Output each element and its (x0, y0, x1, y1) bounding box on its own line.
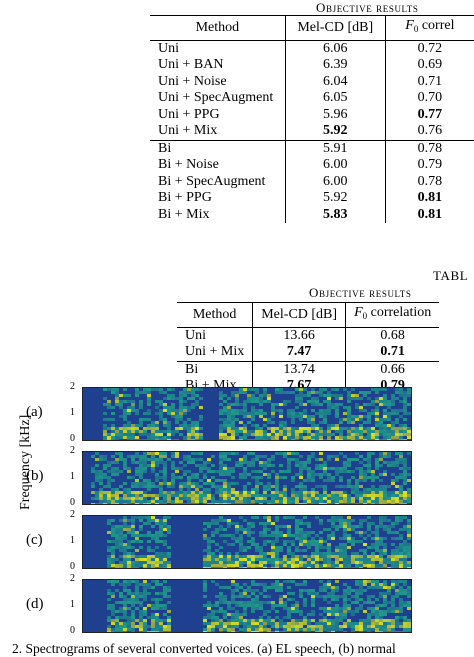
table-row: Bi + Mix 5.83 0.81 (150, 206, 474, 223)
tick-label: 1 (70, 599, 75, 610)
header-melcd: Mel-CD [dB] (284, 15, 386, 40)
cell-f0: 0.71 (345, 344, 440, 361)
figure-y-axis-label: Frequency [kHz] (18, 414, 33, 510)
cell-f0: 0.81 (384, 190, 474, 207)
cell-f0: 0.71 (384, 73, 474, 90)
header-f0-text: F0 correlation (354, 305, 432, 321)
cell-melcd: 5.92 (284, 123, 386, 140)
cell-f0: 0.78 (384, 173, 474, 190)
header-method: Method (192, 306, 237, 322)
table-row: Bi + Noise 6.00 0.79 (150, 157, 474, 174)
table2-caption: Objective results (309, 285, 412, 300)
cell-f0: 0.69 (384, 57, 474, 74)
cell-method: Bi + PPG (158, 190, 212, 205)
table-row: Uni + Noise 6.04 0.71 (150, 73, 474, 90)
results-table-2: Method Mel-CD [dB] F0 correlation Uni 13.… (177, 302, 440, 395)
cell-f0: 0.76 (384, 123, 474, 140)
cell-method: Uni (185, 327, 206, 343)
tick-label: 0 (70, 497, 75, 508)
panel-label: (b) (26, 468, 44, 484)
table-row: Uni + Mix 7.47 0.71 (177, 344, 440, 361)
cell-f0: 0.68 (345, 327, 440, 344)
header-f0-text: F0 correl (405, 18, 455, 34)
tick-label: 0 (70, 561, 75, 572)
cell-f0: 0.70 (384, 90, 474, 107)
cell-f0: 0.77 (384, 106, 474, 123)
table-row: Uni 13.66 0.68 (177, 327, 440, 344)
table-row: Uni + Mix 5.92 0.76 (150, 123, 474, 140)
tick-label: 2 (70, 573, 75, 584)
cell-f0: 0.79 (384, 157, 474, 174)
table2-label: TABL (433, 268, 469, 283)
cell-melcd: 5.91 (284, 140, 386, 157)
tick-label: 1 (70, 407, 75, 418)
cell-melcd: 6.00 (284, 157, 386, 174)
spectrogram-image (82, 387, 412, 441)
cell-melcd: 6.04 (284, 73, 386, 90)
table-row: Bi + PPG 5.92 0.81 (150, 190, 474, 207)
tick-label: 2 (70, 381, 75, 392)
tick-label: 0 (70, 625, 75, 636)
panel-label: (c) (26, 532, 43, 548)
spectrogram-image (82, 451, 412, 505)
cell-melcd: 13.66 (252, 327, 346, 344)
cell-melcd: 13.74 (252, 361, 346, 378)
header-method: Method (195, 19, 240, 35)
table-row: Uni + SpecAugment 6.05 0.70 (150, 90, 474, 107)
header-f0: F0 correl (384, 15, 474, 40)
cell-f0: 0.78 (384, 140, 474, 157)
tick-label: 2 (70, 445, 75, 456)
cell-method: Bi (158, 140, 172, 156)
cell-melcd: 6.39 (284, 57, 386, 74)
tick-label: 2 (70, 509, 75, 520)
panel-label: (d) (26, 596, 44, 612)
table-row: Uni + PPG 5.96 0.77 (150, 106, 474, 123)
cell-method: Uni (158, 40, 179, 56)
cell-f0: 0.81 (384, 206, 474, 223)
table-row: Bi + SpecAugment 6.00 0.78 (150, 173, 474, 190)
cell-method: Uni + Noise (158, 73, 227, 89)
cell-method: Bi + Mix (158, 206, 210, 222)
cell-method: Bi (185, 361, 199, 377)
spectrogram-image (82, 579, 412, 633)
cell-method: Uni + BAN (158, 57, 224, 72)
cell-method: Bi + SpecAugment (158, 173, 266, 189)
cell-melcd: 6.00 (284, 173, 386, 190)
cell-method: Uni + SpecAugment (158, 90, 274, 105)
table-row: Uni 6.06 0.72 (150, 40, 474, 57)
panel-label: (a) (26, 404, 43, 420)
table-row: Bi 13.74 0.66 (177, 361, 440, 378)
cell-f0: 0.66 (345, 361, 440, 378)
cell-melcd: 5.96 (284, 106, 386, 123)
cell-method: Uni + Mix (158, 123, 218, 138)
tick-label: 1 (70, 471, 75, 482)
table1-caption: Objective results (316, 0, 419, 15)
header-melcd: Mel-CD [dB] (252, 302, 346, 327)
cell-melcd: 5.83 (284, 206, 386, 223)
cell-method: Bi + Noise (158, 157, 219, 172)
results-table-1: Method Mel-CD [dB] F0 correl Uni 6.06 0.72… (150, 15, 474, 223)
tick-label: 0 (70, 433, 75, 444)
cell-melcd: 7.47 (252, 344, 346, 361)
figure-caption: 2. Spectrograms of several converted voi… (12, 641, 396, 656)
cell-melcd: 5.92 (284, 190, 386, 207)
cell-method: Uni + Mix (185, 344, 245, 359)
cell-melcd: 6.05 (284, 90, 386, 107)
table-row: Uni + BAN 6.39 0.69 (150, 57, 474, 74)
spectrogram-image (82, 515, 412, 569)
table-row: Bi 5.91 0.78 (150, 140, 474, 157)
cell-method: Uni + PPG (158, 106, 220, 122)
header-f0: F0 correlation (345, 302, 440, 327)
tick-label: 1 (70, 535, 75, 546)
cell-melcd: 6.06 (284, 40, 386, 57)
cell-f0: 0.72 (384, 40, 474, 57)
